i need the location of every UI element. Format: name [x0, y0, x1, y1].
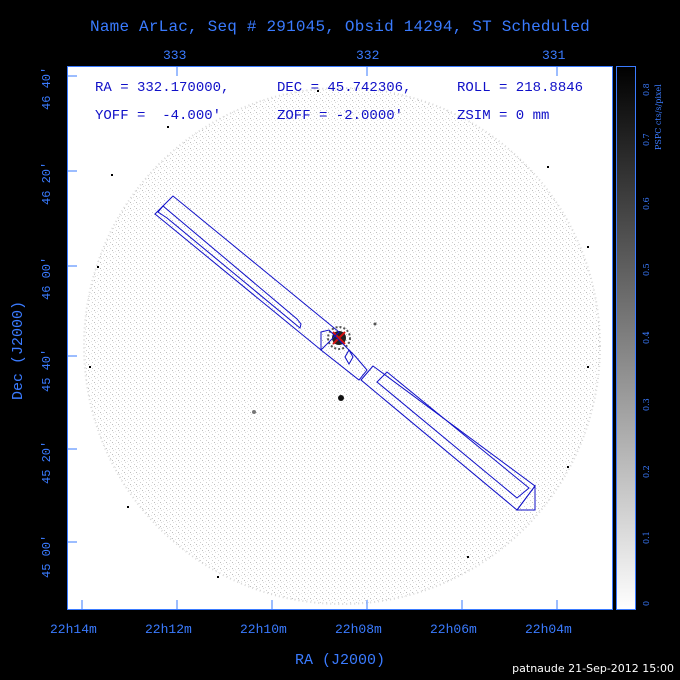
- colorbar-tick: 0.7: [642, 133, 651, 146]
- sky-image: [67, 66, 613, 610]
- sky-image-panel: RA = 332.170000, DEC = 45.742306, ROLL =…: [67, 66, 613, 610]
- top-tick-label: 332: [356, 48, 380, 63]
- colorbar-tick: 0.3: [642, 398, 651, 411]
- field-source: [252, 410, 256, 414]
- left-tick-label: 45 40': [40, 348, 54, 392]
- field-of-view: [84, 88, 600, 604]
- zsim-readout: ZSIM = 0 mm: [457, 108, 550, 124]
- colorbar-tick: 0.8: [642, 83, 651, 96]
- bottom-tick-label: 22h10m: [240, 622, 287, 637]
- colorbar-ticks: 0 0.1 0.2 0.3 0.4 0.5 0.6 0.7 0.8 PSPC c…: [640, 66, 670, 610]
- top-tick-label: 333: [163, 48, 187, 63]
- bottom-tick-label: 22h08m: [335, 622, 382, 637]
- colorbar-tick: 0.5: [642, 263, 651, 276]
- colorbar: [616, 66, 636, 610]
- y-axis-title: Dec (J2000): [10, 300, 27, 400]
- field-source: [373, 322, 377, 326]
- axes-frame: [67, 66, 613, 610]
- footer-stamp: patnaude 21-Sep-2012 15:00: [512, 662, 674, 675]
- detector-outline: [154, 195, 536, 511]
- roll-readout: ROLL = 218.8846: [457, 80, 584, 96]
- colorbar-label: PSPC cts/s/pixel: [654, 84, 663, 150]
- colorbar-tick: 0.2: [642, 465, 651, 478]
- colorbar-tick: 0.4: [642, 331, 651, 344]
- colorbar-tick: 0.6: [642, 197, 651, 210]
- left-tick-label: 46 20': [40, 161, 54, 205]
- colorbar-tick: 0: [642, 600, 651, 606]
- colorbar-tick: 0.1: [642, 531, 651, 544]
- target-marker: [332, 331, 346, 345]
- field-source: [338, 395, 344, 401]
- bottom-tick-label: 22h04m: [525, 622, 572, 637]
- plot-title: Name ArLac, Seq # 291045, Obsid 14294, S…: [90, 18, 590, 36]
- left-tick-label: 45 00': [40, 534, 54, 578]
- bottom-tick-label: 22h06m: [430, 622, 477, 637]
- top-tick-label: 331: [542, 48, 566, 63]
- left-tick-label: 46 00': [40, 256, 54, 300]
- x-axis-title: RA (J2000): [294, 652, 385, 669]
- bottom-tick-label: 22h12m: [145, 622, 192, 637]
- aimpoint-diamond: [344, 348, 354, 366]
- bottom-tick-label: 22h14m: [50, 622, 97, 637]
- left-tick-label: 46 40': [40, 66, 54, 110]
- left-tick-label: 45 20': [40, 440, 54, 484]
- yoff-readout: YOFF = -4.000': [95, 108, 222, 124]
- ra-readout: RA = 332.170000,: [95, 80, 230, 96]
- zoff-readout: ZOFF = -2.0000': [277, 108, 404, 124]
- dec-readout: DEC = 45.742306,: [277, 80, 412, 96]
